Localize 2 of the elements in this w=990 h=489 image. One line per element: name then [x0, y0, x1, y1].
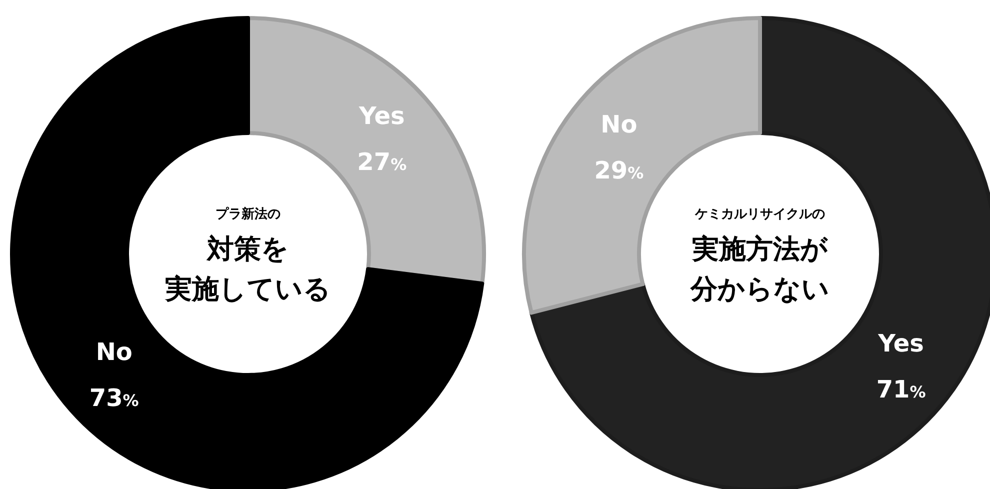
title: プラ新法の	[216, 207, 280, 222]
title: ケミカルリサイクルの	[695, 207, 825, 222]
